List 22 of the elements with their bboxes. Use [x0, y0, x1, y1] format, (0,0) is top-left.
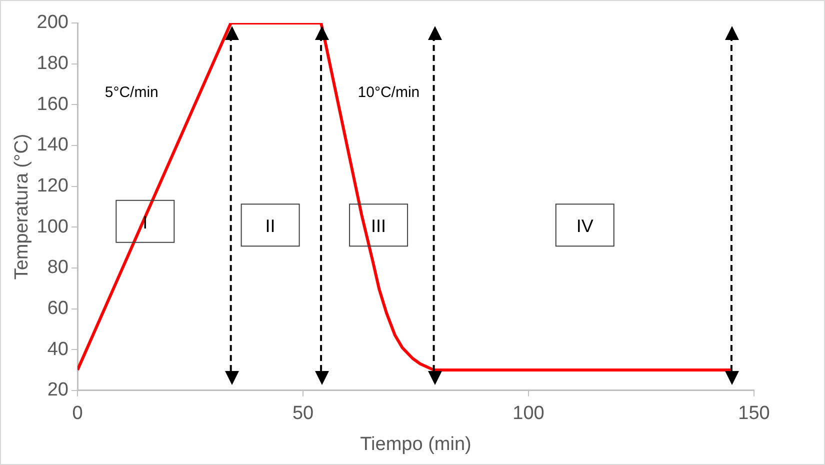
y-tick-label: 140	[36, 134, 68, 156]
y-tick-label: 120	[36, 176, 68, 197]
x-axis-title: Tiempo (min)	[360, 434, 472, 455]
y-tick-label: 180	[36, 53, 68, 74]
annotation: IV	[576, 216, 594, 236]
y-tick-label: 60	[47, 298, 68, 319]
x-tick-label: 50	[292, 403, 314, 424]
annotation: 5°C/min	[104, 84, 158, 101]
y-tick-label: 200	[36, 12, 68, 34]
y-tick-label: 40	[47, 338, 68, 360]
x-tick-label: 100	[512, 403, 544, 424]
annotation: II	[265, 216, 276, 236]
annotation: 10°C/min	[358, 84, 420, 101]
y-axis-title: Temperatura (°C)	[12, 134, 33, 280]
x-tick-label: 150	[738, 403, 770, 424]
x-tick-label: 0	[72, 403, 83, 424]
y-tick-label: 160	[36, 94, 68, 115]
y-tick-label: 20	[47, 380, 68, 401]
y-tick-label: 80	[47, 257, 68, 278]
annotation: III	[371, 216, 386, 236]
annotation: I	[142, 212, 148, 232]
y-tick-label: 100	[36, 216, 68, 238]
